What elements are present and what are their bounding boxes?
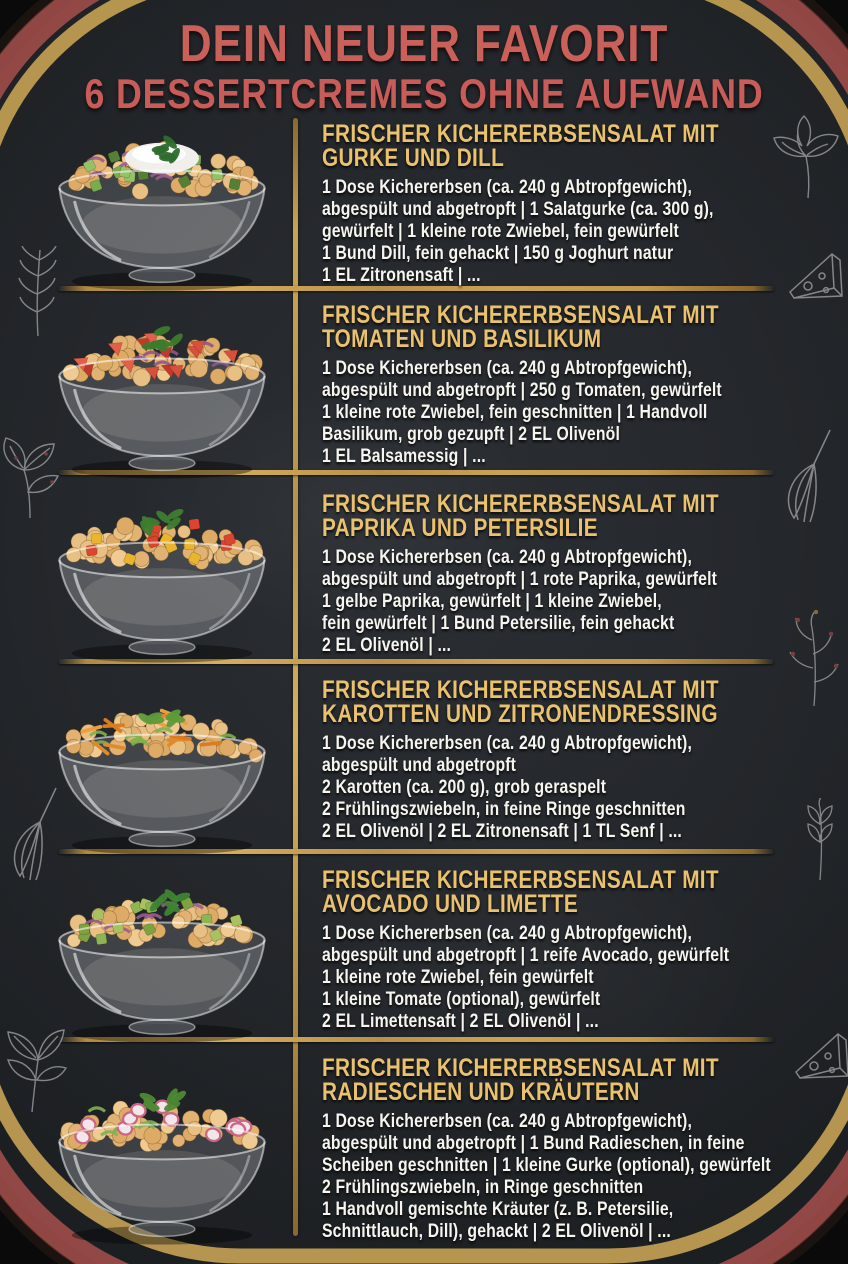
- recipe-section-6: FRISCHER KICHERERBSENSALAT MIT RADIESCHE…: [322, 1056, 837, 1243]
- salad-bowl-image: [44, 126, 280, 296]
- recipe-heading: FRISCHER KICHERERBSENSALAT MIT PAPRIKA U…: [322, 490, 719, 542]
- recipe-section-4: FRISCHER KICHERERBSENSALAT MIT KAROTTEN …: [322, 678, 837, 843]
- recipe-heading: FRISCHER KICHERERBSENSALAT MIT RADIESCHE…: [322, 1054, 719, 1106]
- recipe-ingredients: 1 Dose Kichererbsen (ca. 240 g Abtropfge…: [322, 358, 722, 467]
- recipe-section-3: FRISCHER KICHERERBSENSALAT MIT PAPRIKA U…: [322, 492, 837, 657]
- recipe-ingredients: 1 Dose Kichererbsen (ca. 240 g Abtropfge…: [322, 923, 730, 1032]
- recipe-section-2: FRISCHER KICHERERBSENSALAT MIT TOMATEN U…: [322, 303, 837, 468]
- recipe-heading: FRISCHER KICHERERBSENSALAT MIT AVOCADO U…: [322, 866, 719, 918]
- recipe-section-1: FRISCHER KICHERERBSENSALAT MIT GURKE UND…: [322, 122, 837, 287]
- horizontal-gold-divider: [58, 659, 774, 664]
- recipe-ingredients: 1 Dose Kichererbsen (ca. 240 g Abtropfge…: [322, 733, 693, 842]
- salad-bowl-image: [44, 498, 280, 668]
- horizontal-gold-divider: [58, 470, 774, 475]
- recipe-heading: FRISCHER KICHERERBSENSALAT MIT TOMATEN U…: [322, 301, 719, 353]
- recipe-ingredients: 1 Dose Kichererbsen (ca. 240 g Abtropfge…: [322, 547, 718, 656]
- title-line-1: DEIN NEUER FAVORIT: [179, 15, 669, 73]
- recipe-ingredients: 1 Dose Kichererbsen (ca. 240 g Abtropfge…: [322, 1111, 771, 1242]
- recipe-ingredients: 1 Dose Kichererbsen (ca. 240 g Abtropfge…: [322, 177, 714, 286]
- title-line-2: 6 DESSERTCREMES OHNE AUFWAND: [84, 70, 764, 117]
- recipe-heading: FRISCHER KICHERERBSENSALAT MIT GURKE UND…: [322, 120, 719, 172]
- salad-bowl-image: [44, 878, 280, 1048]
- recipe-section-5: FRISCHER KICHERERBSENSALAT MIT AVOCADO U…: [322, 868, 837, 1033]
- vertical-gold-divider: [293, 118, 298, 1236]
- horizontal-gold-divider: [58, 286, 774, 291]
- recipe-heading: FRISCHER KICHERERBSENSALAT MIT KAROTTEN …: [322, 676, 719, 728]
- salad-bowl-image: [44, 314, 280, 484]
- salad-bowl-image: [44, 1080, 280, 1250]
- horizontal-gold-divider: [58, 1037, 774, 1042]
- horizontal-gold-divider: [58, 849, 774, 854]
- salad-bowl-image: [44, 690, 280, 860]
- poster-title: DEIN NEUER FAVORIT 6 DESSERTCREMES OHNE …: [64, 18, 785, 116]
